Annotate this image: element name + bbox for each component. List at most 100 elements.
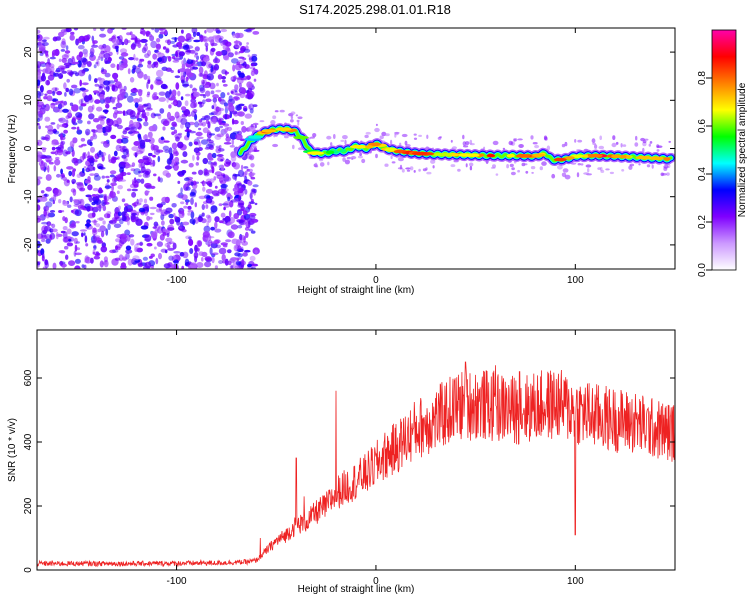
noise-speckle <box>110 63 116 68</box>
noise-speckle <box>234 252 241 257</box>
noise-speckle <box>39 85 44 93</box>
noise-speckle <box>206 73 214 81</box>
noise-speckle <box>146 102 152 110</box>
noise-speckle <box>227 260 232 266</box>
noise-speckle <box>64 50 71 54</box>
ridge-speckle <box>517 138 523 141</box>
noise-speckle <box>112 72 119 80</box>
noise-speckle <box>56 173 61 178</box>
noise-speckle <box>127 258 133 266</box>
noise-speckle <box>164 249 168 254</box>
noise-speckle <box>188 238 194 246</box>
noise-speckle <box>211 256 215 264</box>
ridge-peak <box>412 151 428 156</box>
ridge-speckle <box>463 145 469 148</box>
noise-speckle <box>217 188 225 195</box>
noise-speckle <box>93 255 101 260</box>
noise-speckle <box>229 111 233 119</box>
noise-speckle <box>171 121 177 127</box>
noise-speckle <box>87 194 93 201</box>
ridge-speckle <box>315 162 318 166</box>
ridge-speckle <box>462 134 465 140</box>
noise-speckle <box>104 185 112 189</box>
noise-speckle <box>135 40 143 43</box>
noise-speckle <box>125 163 130 167</box>
noise-speckle <box>198 169 204 176</box>
noise-speckle <box>203 57 210 62</box>
noise-speckle <box>143 73 148 80</box>
noise-speckle <box>185 181 190 188</box>
noise-speckle <box>114 123 120 127</box>
noise-speckle <box>169 40 176 45</box>
noise-speckle <box>173 57 181 61</box>
noise-speckle <box>171 203 177 208</box>
noise-speckle <box>162 231 167 237</box>
noise-speckle <box>181 113 188 118</box>
noise-speckle <box>101 175 106 179</box>
noise-speckle <box>120 233 128 240</box>
noise-speckle <box>186 45 194 49</box>
noise-speckle <box>116 190 120 195</box>
noise-speckle <box>251 55 258 62</box>
noise-speckle <box>249 108 254 114</box>
noise-speckle <box>105 175 110 179</box>
noise-speckle <box>87 120 91 125</box>
noise-speckle <box>103 80 110 86</box>
noise-speckle <box>128 57 135 61</box>
noise-speckle <box>65 87 69 93</box>
spectrogram-ytick-label: -10 <box>23 189 34 204</box>
noise-speckle <box>235 261 241 266</box>
noise-speckle <box>231 58 239 64</box>
noise-speckle <box>134 183 139 188</box>
noise-speckle <box>201 204 205 210</box>
noise-speckle <box>232 96 241 101</box>
noise-speckle <box>66 69 72 73</box>
noise-speckle <box>63 245 69 250</box>
noise-speckle <box>60 40 67 49</box>
ridge-speckle <box>600 169 605 173</box>
noise-speckle <box>63 82 67 90</box>
noise-speckle <box>98 84 105 89</box>
noise-speckle <box>181 63 186 70</box>
noise-speckle <box>71 61 80 65</box>
ridge-speckle <box>587 168 590 173</box>
ridge-speckle <box>462 141 467 146</box>
colorbar-ticks: 0.0 0.2 0.4 0.6 0.8 <box>697 71 712 277</box>
noise-speckle <box>99 33 107 38</box>
noise-speckle <box>83 232 86 236</box>
noise-speckle <box>92 251 96 255</box>
noise-speckle <box>210 65 214 73</box>
ridge-speckle <box>646 164 651 168</box>
noise-speckle <box>180 123 184 129</box>
noise-speckle <box>250 163 255 168</box>
ridge-peak <box>653 156 664 161</box>
noise-speckle <box>66 179 70 183</box>
ridge-speckle <box>390 139 393 145</box>
noise-speckle <box>213 161 218 167</box>
noise-speckle <box>44 116 51 122</box>
ridge-speckle <box>609 171 615 175</box>
ridge-speckle <box>530 135 534 140</box>
noise-speckle <box>212 193 217 197</box>
noise-speckle <box>149 196 154 201</box>
noise-speckle <box>129 119 134 127</box>
noise-speckle <box>73 250 77 257</box>
noise-speckle <box>118 56 125 60</box>
noise-speckle <box>204 114 211 121</box>
noise-speckle <box>47 74 55 81</box>
ridge-speckle <box>502 147 506 150</box>
noise-speckle <box>202 231 210 238</box>
noise-speckle <box>81 82 89 86</box>
noise-speckle <box>233 162 240 170</box>
noise-speckle <box>218 220 224 224</box>
noise-speckle <box>167 224 175 231</box>
ridge-speckle <box>465 163 468 168</box>
noise-speckle <box>58 250 66 254</box>
noise-speckle <box>116 110 124 114</box>
noise-speckle <box>220 28 228 33</box>
noise-speckle <box>61 38 66 45</box>
noise-speckle <box>104 57 108 65</box>
noise-speckle <box>45 50 49 57</box>
noise-speckle <box>147 50 151 57</box>
